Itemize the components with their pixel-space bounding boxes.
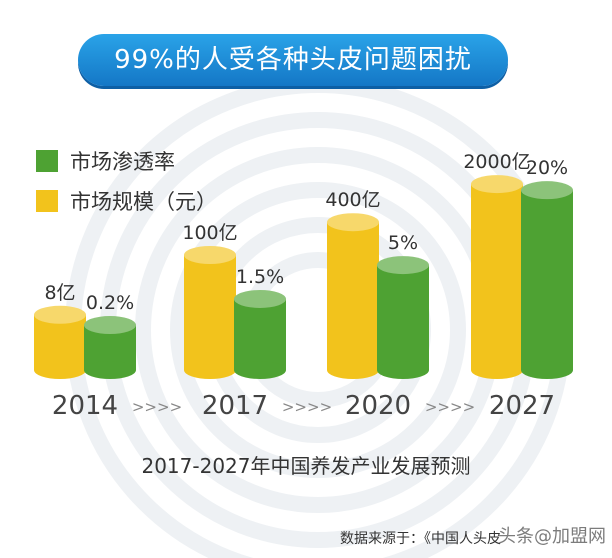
legend-swatch-yellow	[36, 190, 58, 212]
bar-penetration-2017-top	[234, 289, 286, 308]
separator-1: >>>>	[282, 398, 332, 416]
legend-swatch-green	[36, 150, 58, 172]
bar-size-2017-bottom	[184, 361, 236, 379]
year-2017: 2017	[202, 391, 268, 421]
label-penetration-2014: 0.2%	[86, 292, 134, 314]
separator-2: >>>>	[425, 398, 475, 416]
bar-penetration-2027-bottom	[521, 361, 573, 379]
bar-size-2027-bottom	[471, 361, 523, 379]
bar-penetration-2014-bottom	[84, 361, 136, 379]
label-penetration-2017: 1.5%	[236, 266, 284, 288]
chart-subtitle: 2017-2027年中国养发产业发展预测	[141, 454, 471, 478]
bar-size-2017-top	[184, 246, 236, 264]
bar-size-2014-top	[34, 305, 86, 324]
bars-layer	[34, 175, 573, 379]
bar-size-2027-top	[471, 175, 523, 194]
bar-penetration-2027-top	[521, 181, 573, 200]
label-size-2017: 100亿	[182, 222, 237, 244]
bar-penetration-2017-body	[234, 298, 286, 370]
year-2027: 2027	[489, 391, 555, 421]
label-size-2027: 2000亿	[463, 151, 530, 173]
bar-size-2027-body	[471, 184, 523, 370]
bar-size-2014-body	[34, 314, 86, 370]
legend-item-penetration: 市场渗透率	[36, 146, 175, 176]
watermark: 头条@加盟网	[498, 526, 606, 547]
separator-0: >>>>	[132, 398, 182, 416]
bar-penetration-2020-bottom	[377, 361, 429, 379]
legend-label-market-size: 市场规模（元）	[70, 190, 217, 214]
label-size-2014: 8亿	[44, 282, 75, 304]
bar-size-2017-body	[184, 255, 236, 370]
bar-size-2020-body	[327, 222, 379, 370]
year-2020: 2020	[345, 391, 411, 421]
bar-size-2014-bottom	[34, 361, 86, 379]
label-penetration-2020: 5%	[388, 232, 418, 254]
bar-penetration-2017-bottom	[234, 361, 286, 379]
label-size-2020: 400亿	[325, 189, 380, 211]
year-2014: 2014	[52, 391, 118, 421]
bar-penetration-2020-body	[377, 265, 429, 370]
legend-item-market-size: 市场规模（元）	[36, 186, 217, 216]
background-ring-2	[170, 182, 466, 478]
bar-penetration-2027-body	[521, 190, 573, 370]
bar-penetration-2020-top	[377, 256, 429, 275]
chart-title: 99%的人受各种头皮问题困扰	[114, 45, 472, 75]
bar-size-2020-top	[327, 213, 379, 232]
legend-label-penetration: 市场渗透率	[70, 150, 175, 174]
bar-size-2020-bottom	[327, 361, 379, 379]
bar-penetration-2014-top	[84, 316, 136, 335]
label-penetration-2027: 20%	[526, 157, 568, 179]
source-note: 数据来源于：《中国人头皮	[340, 531, 501, 547]
labels-layer: 8亿 0.2% 2014 >>>> 100亿 1.5% 2017 >>>> 400亿 5% 2020…	[44, 151, 568, 421]
title-banner	[78, 34, 508, 86]
